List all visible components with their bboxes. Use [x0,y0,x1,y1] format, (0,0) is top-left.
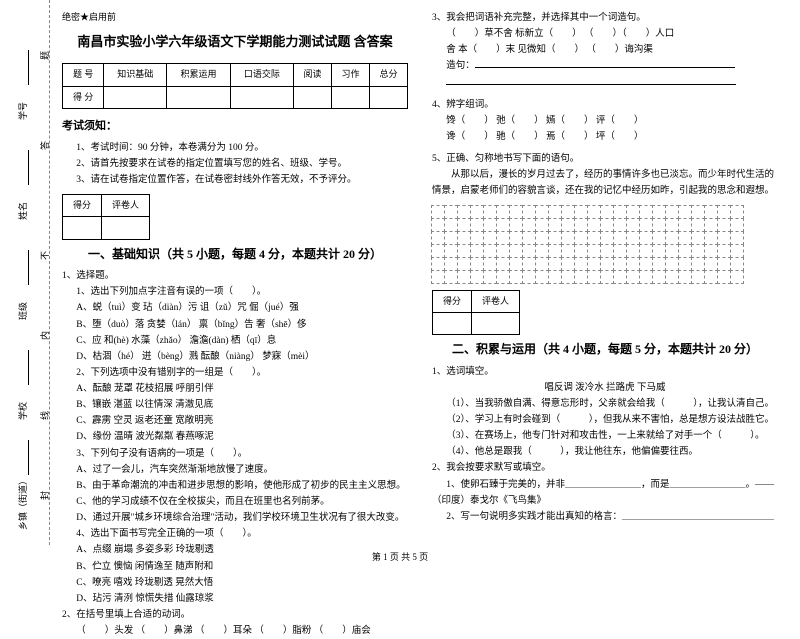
q1-sub2: 2、下列选项中没有错别字的一组是（ ）。 [62,365,408,381]
q4-title: 4、辨字组词。 [432,97,778,113]
left-column: 绝密★启用前 南昌市实验小学六年级语文下学期能力测试试题 含答案 题 号 知识基… [50,10,420,545]
th-0: 题 号 [63,64,104,86]
q1-opt3d: D、通过开展"城乡环境综合治理"活动，我们学校环境卫生状况有了很大改变。 [62,510,408,526]
sb-col1: 得分 [433,290,472,312]
margin-label-4: 学号 [16,102,29,120]
cut-0: 封 [38,491,51,500]
q1-sub4: 4、选出下面书写完全正确的一项（ ）。 [62,526,408,542]
cell [369,86,407,108]
r1-l1: （1）、当我骄傲自满、得意忘形时，父亲就会给我（ ），让我认清自己。 [432,396,778,412]
sb-col2: 评卷人 [102,195,150,217]
margin-line [28,350,29,385]
cell [472,312,520,334]
q1-opt1c: C、应 和(hè) 水藻（zhǎo） 澹澹(dàn) 栖（qī）息 [62,333,408,349]
cut-5: 题 [38,51,51,60]
q5-title: 5、正确、匀称地书写下面的语句。 [432,151,778,167]
notice-3: 3、请在试卷指定位置作答，在试卷密封线外作答无效，不予评分。 [62,172,408,188]
r1-words: 唱反调 泼冷水 拦路虎 下马威 [432,380,778,396]
q1-opt3a: A、过了一会儿，汽车突然渐渐地放慢了速度。 [62,462,408,478]
row2-label: 得 分 [63,86,104,108]
cut-1: 线 [38,411,51,420]
sb-col1: 得分 [63,195,102,217]
make-label: 造句： [446,61,475,71]
writing-grid [432,206,772,284]
margin-line [28,150,29,185]
cell [63,217,102,239]
q1-opt4d: D、玷污 清洌 惊慌失措 仙露琼浆 [62,591,408,607]
r2-l1: 1、使卵石臻于完美的，并非＿＿＿＿＿＿＿＿，而是＿＿＿＿＿＿＿＿。——（印度）泰… [432,477,778,509]
q1-opt1d: D、枯涸（hé） 迸（bèng）溅 酝酿（niàng） 梦寐（mèi） [62,349,408,365]
th-2: 积累运用 [167,64,230,86]
scorebox-2: 得分 评卷人 [432,290,520,336]
margin-label-3: 姓名 [16,202,29,220]
blank-line [475,58,735,68]
notice-heading: 考试须知： [62,117,408,136]
th-1: 知识基础 [104,64,167,86]
th-4: 阅读 [293,64,331,86]
blank-line2 [432,75,778,91]
cell [167,86,230,108]
page-footer: 第 1 页 共 5 页 [0,550,800,563]
cell [331,86,369,108]
q3-line1: （ ）草不舍 标新立（ ） （ ）（ ）人口 [432,26,778,42]
sb-col2: 评卷人 [472,290,520,312]
q1-opt1a: A、蜕（tuì）变 玷（diàn）污 诅（zǔ）咒 倔（jué）强 [62,300,408,316]
score-table: 题 号 知识基础 积累运用 口语交际 阅读 习作 总分 得 分 [62,63,408,109]
margin-line [28,50,29,85]
q1-opt2d: D、缘份 温晴 波光粼粼 春燕啄泥 [62,429,408,445]
margin-label-1: 学校 [16,402,29,420]
r1-title: 1、选词填空。 [432,364,778,380]
cut-2: 内 [38,331,51,340]
q1-opt2b: B、镶嵌 湛蓝 以往情深 清澈见底 [62,397,408,413]
q1-title: 1、选择题。 [62,268,408,284]
q1-opt3b: B、由于革命潮流的冲击和进步思想的影响，使他形成了初步的民主主义思想。 [62,478,408,494]
r1-l4: （4）、他总是跟我（ ），我让他往东，他偏偏要往西。 [432,444,778,460]
q2-title: 2、在括号里填上合适的动词。 [62,607,408,623]
cell [230,86,293,108]
q1-opt2c: C、霹雳 空灵 返老还童 宽敞明亮 [62,413,408,429]
secret-label: 绝密★启用前 [62,10,408,25]
q3-line2: 舍 本（ ）末 见微知（ ） （ ）诲沟渠 [432,42,778,58]
q1-opt4c: C、嘹亮 嘻戏 玲珑剔透 晃然大悟 [62,575,408,591]
r1-l3: （3）、在赛场上，他专门针对和攻击性，一上来就给了对手一个（ ）。 [432,428,778,444]
th-3: 口语交际 [230,64,293,86]
q1-sub3: 3、下列句子没有语病的一项是（ ）。 [62,446,408,462]
cell [104,86,167,108]
q4-line1: 馋（ ） 弛（ ） 嫣（ ） 评（ ） [432,113,778,129]
section2-heading: 二、积累与运用（共 4 小题，每题 5 分，本题共计 20 分） [432,339,778,359]
cut-3: 不 [38,251,51,260]
cell [433,312,472,334]
margin-line [28,250,29,285]
section1-heading: 一、基础知识（共 5 小题，每题 4 分，本题共计 20 分） [62,244,408,264]
q1-sub1: 1、选出下列加点字注音有误的一项（ ）。 [62,284,408,300]
q1-opt2a: A、酝酿 茏罩 花枝招展 呼朋引伴 [62,381,408,397]
q5-text: 从那以后，漫长的岁月过去了，经历的事情许多也已淡忘。而少年时代生活的情景，启蒙老… [432,167,778,199]
r1-l2: （2）、学习上有时会碰到（ ），但我从来不害怕，总是想方设法战胜它。 [432,412,778,428]
margin-label-2: 班级 [16,302,29,320]
margin-line [28,440,29,475]
q2-line: （ ）头发 （ ）鼻涕 （ ）耳朵 （ ）脂粉 （ ）庙会 [62,623,408,639]
th-5: 习作 [331,64,369,86]
q4-line2: 谗（ ） 驰（ ） 焉（ ） 坪（ ） [432,129,778,145]
q1-opt1b: B、堕（duò）落 贪婪（lán） 禀（bǐng）告 奢（shē）侈 [62,317,408,333]
exam-title: 南昌市实验小学六年级语文下学期能力测试试题 含答案 [62,31,408,53]
margin-label-0: 乡镇（街道） [16,476,29,530]
q3-title: 3、我会把词语补充完整，并选择其中一个词造句。 [432,10,778,26]
q1-opt3c: C、他的学习成绩不仅在全校拔尖，而且在班里也名列前茅。 [62,494,408,510]
cell [102,217,150,239]
r2-l2: 2、写一句说明多实践才能出真知的格言：＿＿＿＿＿＿＿＿＿＿＿＿＿＿＿＿ [432,509,778,525]
scorebox-1: 得分 评卷人 [62,194,150,240]
right-column: 3、我会把词语补充完整，并选择其中一个词造句。 （ ）草不舍 标新立（ ） （ … [420,10,790,545]
notice-1: 1、考试时间：90 分钟，本卷满分为 100 分。 [62,140,408,156]
th-6: 总分 [369,64,407,86]
r2-title: 2、我会按要求默写或填空。 [432,460,778,476]
cut-4: 答 [38,141,51,150]
notice-2: 2、请首先按要求在试卷的指定位置填写您的姓名、班级、学号。 [62,156,408,172]
cell [293,86,331,108]
q3-make: 造句： [432,58,778,74]
